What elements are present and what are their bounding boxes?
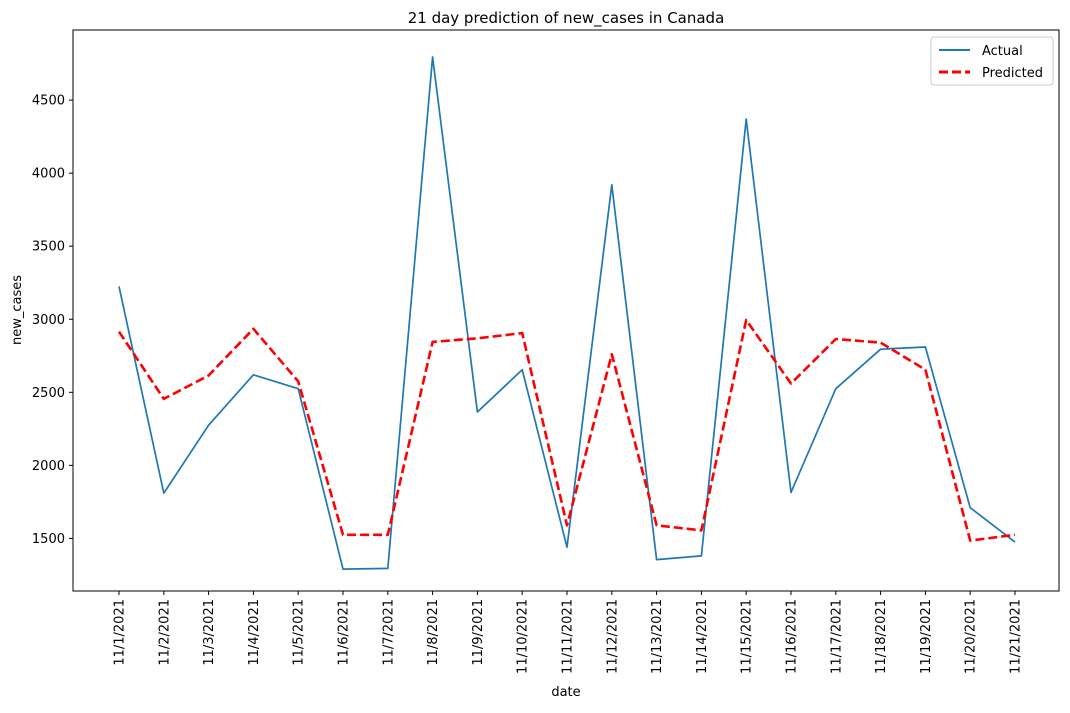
x-axis-ticks: 11/1/2021 11/2/2021 11/3/2021 11/4/2021 11/5… [113, 591, 1024, 674]
data-point-actual [387, 568, 389, 570]
data-point-actual [701, 555, 703, 557]
data-point-actual [342, 568, 344, 570]
plot-frame [72, 29, 1060, 592]
data-point-actual [925, 346, 927, 348]
data-point-actual [566, 546, 568, 548]
data-point-actual [118, 286, 120, 288]
data-point-actual [969, 507, 971, 509]
data-point-actual [432, 56, 434, 58]
data-point-predicted [432, 341, 434, 343]
chart-title: 21 day prediction of new_cases in Canada [408, 9, 725, 28]
data-point-predicted [656, 524, 658, 526]
x-tick-label: 11/2/2021 [157, 599, 172, 666]
legend-actual-label: Actual [982, 44, 1023, 59]
data-point-predicted [790, 383, 792, 385]
x-tick-label: 11/20/2021 [964, 599, 979, 674]
x-tick-label: 11/1/2021 [113, 599, 128, 666]
data-point-actual [477, 411, 479, 413]
y-tick-label: 2000 [32, 459, 65, 474]
x-tick-label: 11/12/2021 [605, 599, 620, 674]
data-point-predicted [701, 530, 703, 532]
x-tick-label: 11/3/2021 [202, 599, 217, 666]
y-tick-label: 3500 [32, 240, 65, 255]
data-point-predicted [969, 540, 971, 542]
data-point-actual [208, 424, 210, 426]
data-point-actual [163, 492, 165, 494]
data-point-predicted [208, 375, 210, 377]
data-point-predicted [163, 398, 165, 400]
data-point-predicted [745, 319, 747, 321]
data-point-predicted [297, 381, 299, 383]
x-tick-label: 11/16/2021 [785, 599, 800, 674]
data-point-actual [1014, 541, 1016, 543]
y-tick-label: 3000 [32, 313, 65, 328]
data-point-actual [297, 388, 299, 390]
x-tick-label: 11/9/2021 [471, 599, 486, 666]
x-tick-label: 11/8/2021 [426, 599, 441, 666]
data-point-predicted [253, 328, 255, 330]
series-line-actual [118, 56, 1016, 570]
data-point-predicted [835, 338, 837, 340]
data-point-predicted [387, 534, 389, 536]
y-tick-label: 4500 [32, 94, 65, 109]
data-point-predicted [477, 337, 479, 339]
x-tick-label: 11/4/2021 [247, 599, 262, 666]
y-axis-ticks: 1500 2000 2500 3000 3500 4000 4500 [32, 94, 73, 547]
data-point-predicted [118, 331, 120, 333]
x-tick-label: 11/7/2021 [381, 599, 396, 666]
x-tick-label: 11/14/2021 [695, 599, 710, 674]
data-point-actual [253, 374, 255, 376]
y-tick-label: 2500 [32, 386, 65, 401]
data-point-actual [880, 348, 882, 350]
data-point-actual [611, 184, 613, 186]
data-point-actual [745, 118, 747, 120]
x-tick-label: 11/18/2021 [874, 599, 889, 674]
legend-predicted-label: Predicted [982, 66, 1043, 81]
x-tick-label: 11/11/2021 [561, 599, 576, 674]
x-tick-label: 11/13/2021 [650, 599, 665, 674]
y-tick-label: 4000 [32, 167, 65, 182]
x-axis-label: date [551, 685, 580, 700]
legend: Actual Predicted [930, 36, 1054, 86]
x-tick-label: 11/10/2021 [516, 599, 531, 674]
x-tick-label: 11/17/2021 [829, 599, 844, 674]
x-tick-label: 11/5/2021 [292, 599, 307, 666]
data-point-actual [656, 559, 658, 561]
data-point-predicted [566, 524, 568, 526]
data-point-actual [521, 369, 523, 371]
data-point-predicted [521, 332, 523, 334]
data-point-predicted [880, 342, 882, 344]
x-tick-label: 11/6/2021 [337, 599, 352, 666]
x-tick-label: 11/21/2021 [1009, 599, 1024, 674]
data-point-predicted [342, 534, 344, 536]
y-axis-label: new_cases [10, 275, 25, 345]
series-layer [117, 56, 1016, 570]
x-tick-label: 11/19/2021 [919, 599, 934, 674]
series-line-predicted [117, 318, 1016, 542]
data-point-actual [835, 388, 837, 390]
x-tick-label: 11/15/2021 [740, 599, 755, 674]
data-point-predicted [611, 354, 613, 356]
data-point-actual [790, 492, 792, 494]
data-point-predicted [1014, 534, 1016, 536]
y-tick-label: 1500 [32, 532, 65, 547]
data-point-predicted [925, 369, 927, 371]
